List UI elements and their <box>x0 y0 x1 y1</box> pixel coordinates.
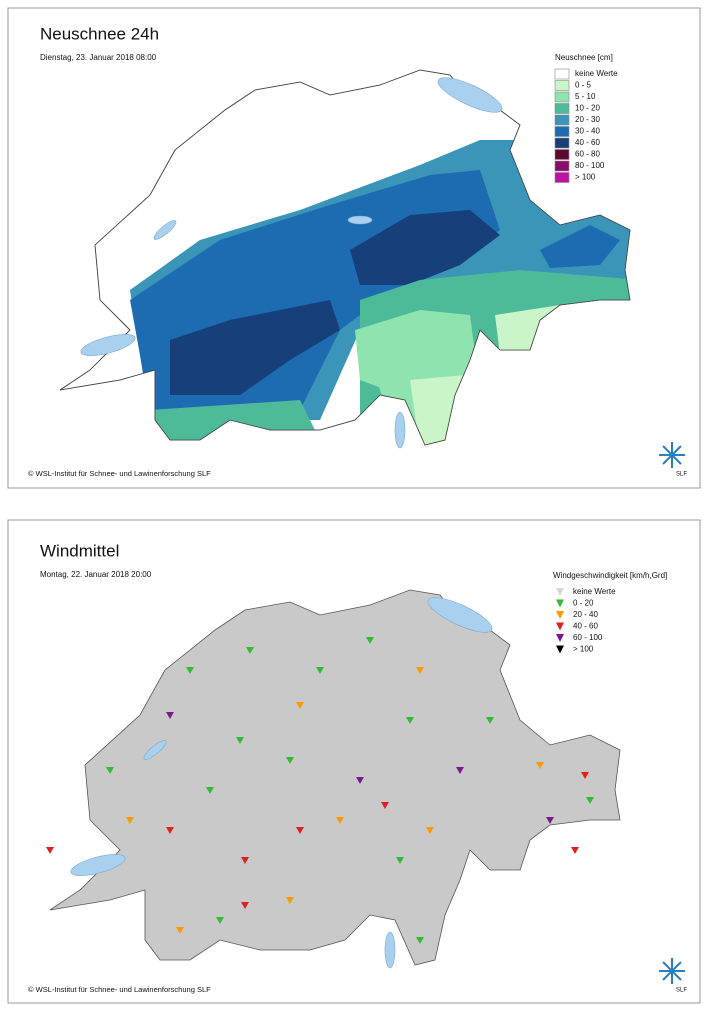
legend-label: 30 - 40 <box>575 127 600 136</box>
legend-arrow <box>556 599 564 608</box>
legend: Windgeschwindigkeit [km/h,Grd] keine Wer… <box>553 571 667 654</box>
legend-swatch <box>554 91 570 103</box>
logo: SLF <box>659 958 687 994</box>
logo-text: SLF <box>676 472 687 478</box>
legend-label: keine Werte <box>575 69 618 78</box>
legend-title: Windgeschwindigkeit [km/h,Grd] <box>553 571 667 580</box>
legend-label: 5 - 10 <box>575 92 596 101</box>
legend-title: Neuschnee [cm] <box>555 53 613 62</box>
legend-label: > 100 <box>573 645 594 654</box>
legend-arrow <box>556 634 564 642</box>
legend-arrow <box>556 611 564 619</box>
legend-label: 0 - 20 <box>573 599 594 608</box>
legend-swatch <box>554 80 570 91</box>
legend-label: 60 - 100 <box>573 633 603 642</box>
logo-text: SLF <box>676 988 687 994</box>
subtitle: Montag, 22. Januar 2018 20:00 <box>40 570 152 579</box>
title: Windmittel <box>40 541 119 560</box>
legend-arrow <box>556 588 564 596</box>
legend: Neuschnee [cm] keine Werte 0 - 5 5 - 10 10 … <box>554 53 618 183</box>
legend-label: 40 - 60 <box>573 622 598 631</box>
map <box>46 589 621 969</box>
legend-arrow <box>556 645 564 654</box>
subtitle: Dienstag, 23. Januar 2018 08:00 <box>40 53 157 62</box>
logo: SLF <box>659 442 687 478</box>
legend-swatch <box>554 160 570 172</box>
legend-label: > 100 <box>575 173 596 182</box>
legend-label: keine Werte <box>573 587 616 596</box>
legend-label: 40 - 60 <box>575 138 600 147</box>
legend-arrow <box>556 622 564 631</box>
legend-label: 60 - 80 <box>575 150 600 159</box>
legend-swatch <box>554 114 570 126</box>
legend-label: 20 - 40 <box>573 610 598 619</box>
panel-wind: Windmittel Montag, 22. Januar 2018 20:00 <box>7 519 701 1004</box>
legend-swatch <box>554 68 570 80</box>
copyright: © WSL-Institut für Schnee- und Lawinenfo… <box>28 469 211 478</box>
copyright: © WSL-Institut für Schnee- und Lawinenfo… <box>28 985 211 994</box>
legend-label: 0 - 5 <box>575 81 592 90</box>
legend-swatch <box>554 137 570 149</box>
legend-swatch <box>554 103 570 114</box>
legend-label: 20 - 30 <box>575 115 600 124</box>
legend-swatch <box>554 149 570 160</box>
title: Neuschnee 24h <box>40 24 159 43</box>
legend-swatch <box>554 126 570 137</box>
panel-snow: Neuschnee 24h Dienstag, 23. Januar 2018 … <box>7 7 701 489</box>
legend-label: 10 - 20 <box>575 104 600 113</box>
legend-swatch <box>554 172 570 183</box>
legend-label: 80 - 100 <box>575 161 605 170</box>
